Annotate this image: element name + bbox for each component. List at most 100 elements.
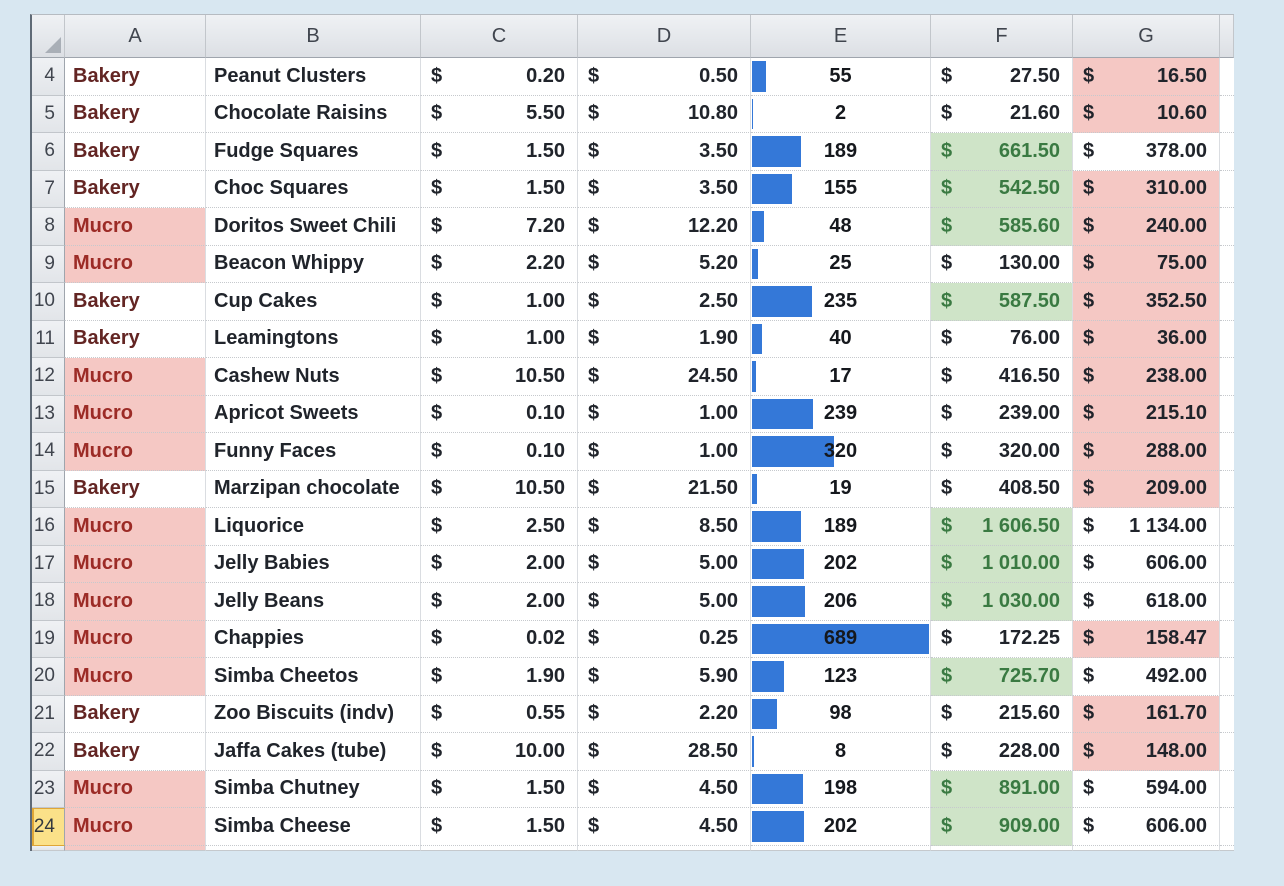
cell-G6[interactable]: $378.00 [1073,133,1220,171]
cell-F9[interactable]: $130.00 [931,245,1073,283]
cell-E19[interactable]: 689 [751,620,931,658]
cell-H15[interactable] [1220,470,1234,508]
cell-G23[interactable]: $594.00 [1073,770,1220,808]
cell-D11[interactable]: $1.90 [578,320,751,358]
cell-F5[interactable]: $21.60 [931,95,1073,133]
cell-B22[interactable]: Jaffa Cakes (tube) [206,733,421,771]
cell-E24[interactable]: 202 [751,808,931,846]
cell-B4[interactable]: Peanut Clusters [206,58,421,96]
cell-A23[interactable]: Mucro [65,770,206,808]
cell-A10[interactable]: Bakery [65,283,206,321]
cell-F16[interactable]: $1 606.50 [931,508,1073,546]
cell-H14[interactable] [1220,433,1234,471]
column-header-D[interactable]: D [578,15,751,58]
cell-G22[interactable]: $148.00 [1073,733,1220,771]
cell-C23[interactable]: $1.50 [421,770,578,808]
cell-H-partial[interactable] [1220,845,1234,851]
cell-F18[interactable]: $1 030.00 [931,583,1073,621]
cell-C11[interactable]: $1.00 [421,320,578,358]
cell-A16[interactable]: Mucro [65,508,206,546]
row-header-14[interactable]: 14 [32,433,65,471]
cell-A20[interactable]: Mucro [65,658,206,696]
cell-B10[interactable]: Cup Cakes [206,283,421,321]
cell-E16[interactable]: 189 [751,508,931,546]
cell-F10[interactable]: $587.50 [931,283,1073,321]
cell-F15[interactable]: $408.50 [931,470,1073,508]
cell-F4[interactable]: $27.50 [931,58,1073,96]
cell-H16[interactable] [1220,508,1234,546]
cell-B-partial[interactable] [206,845,421,851]
cell-C9[interactable]: $2.20 [421,245,578,283]
cell-D20[interactable]: $5.90 [578,658,751,696]
column-header-E[interactable]: E [751,15,931,58]
cell-E15[interactable]: 19 [751,470,931,508]
select-all-button[interactable] [32,15,65,58]
cell-D22[interactable]: $28.50 [578,733,751,771]
column-header-C[interactable]: C [421,15,578,58]
cell-E9[interactable]: 25 [751,245,931,283]
cell-F6[interactable]: $661.50 [931,133,1073,171]
cell-F23[interactable]: $891.00 [931,770,1073,808]
cell-E4[interactable]: 55 [751,58,931,96]
cell-C22[interactable]: $10.00 [421,733,578,771]
cell-E10[interactable]: 235 [751,283,931,321]
cell-B12[interactable]: Cashew Nuts [206,358,421,396]
cell-G11[interactable]: $36.00 [1073,320,1220,358]
cell-G13[interactable]: $215.10 [1073,395,1220,433]
cell-B19[interactable]: Chappies [206,620,421,658]
cell-D18[interactable]: $5.00 [578,583,751,621]
cell-B20[interactable]: Simba Cheetos [206,658,421,696]
cell-F20[interactable]: $725.70 [931,658,1073,696]
cell-D24[interactable]: $4.50 [578,808,751,846]
cell-A11[interactable]: Bakery [65,320,206,358]
column-header-partial[interactable] [1220,15,1234,58]
cell-B6[interactable]: Fudge Squares [206,133,421,171]
cell-G8[interactable]: $240.00 [1073,208,1220,246]
cell-C15[interactable]: $10.50 [421,470,578,508]
cell-A9[interactable]: Mucro [65,245,206,283]
cell-D8[interactable]: $12.20 [578,208,751,246]
cell-A-partial[interactable] [65,845,206,851]
row-header-21[interactable]: 21 [32,695,65,733]
cell-H10[interactable] [1220,283,1234,321]
cell-F24[interactable]: $909.00 [931,808,1073,846]
cell-G18[interactable]: $618.00 [1073,583,1220,621]
row-header-20[interactable]: 20 [32,658,65,696]
cell-H9[interactable] [1220,245,1234,283]
cell-C20[interactable]: $1.90 [421,658,578,696]
cell-A15[interactable]: Bakery [65,470,206,508]
cell-D23[interactable]: $4.50 [578,770,751,808]
cell-E18[interactable]: 206 [751,583,931,621]
cell-C4[interactable]: $0.20 [421,58,578,96]
cell-D16[interactable]: $8.50 [578,508,751,546]
cell-E14[interactable]: 320 [751,433,931,471]
cell-G5[interactable]: $10.60 [1073,95,1220,133]
row-header-12[interactable]: 12 [32,358,65,396]
cell-H18[interactable] [1220,583,1234,621]
cell-E23[interactable]: 198 [751,770,931,808]
row-header-17[interactable]: 17 [32,545,65,583]
cell-C6[interactable]: $1.50 [421,133,578,171]
cell-C13[interactable]: $0.10 [421,395,578,433]
row-header-24[interactable]: 24 [32,808,65,846]
cell-C24[interactable]: $1.50 [421,808,578,846]
cell-B8[interactable]: Doritos Sweet Chili [206,208,421,246]
cell-G15[interactable]: $209.00 [1073,470,1220,508]
row-header-5[interactable]: 5 [32,95,65,133]
cell-F12[interactable]: $416.50 [931,358,1073,396]
cell-C17[interactable]: $2.00 [421,545,578,583]
cell-H21[interactable] [1220,695,1234,733]
cell-H8[interactable] [1220,208,1234,246]
cell-G17[interactable]: $606.00 [1073,545,1220,583]
cell-E12[interactable]: 17 [751,358,931,396]
cell-H13[interactable] [1220,395,1234,433]
cell-A12[interactable]: Mucro [65,358,206,396]
cell-C10[interactable]: $1.00 [421,283,578,321]
cell-C19[interactable]: $0.02 [421,620,578,658]
cell-B24[interactable]: Simba Cheese [206,808,421,846]
cell-A13[interactable]: Mucro [65,395,206,433]
cell-G9[interactable]: $75.00 [1073,245,1220,283]
cell-B5[interactable]: Chocolate Raisins [206,95,421,133]
cell-E6[interactable]: 189 [751,133,931,171]
cell-D4[interactable]: $0.50 [578,58,751,96]
